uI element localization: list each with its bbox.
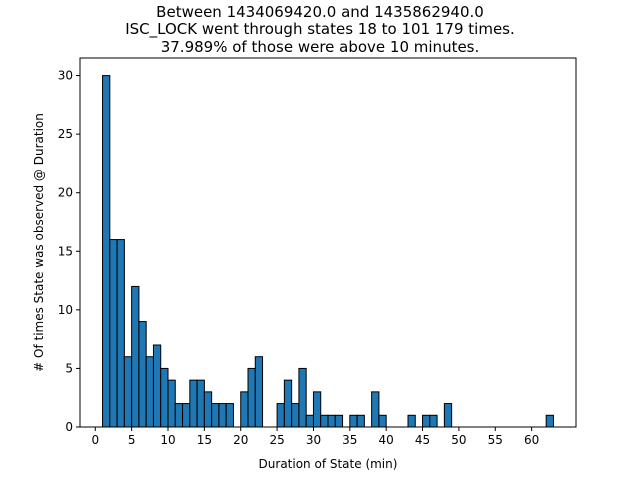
histogram-bar xyxy=(160,367,169,428)
histogram-bar xyxy=(334,414,344,428)
y-tick-label: 30 xyxy=(58,69,73,83)
x-tick-label: 35 xyxy=(342,433,357,447)
x-axis-label: Duration of State (min) xyxy=(259,457,398,471)
y-axis-ticks: 0 5 10 15 20 25 30 xyxy=(58,69,80,434)
plot-frame xyxy=(79,57,577,428)
x-tick-label: 55 xyxy=(488,433,503,447)
x-tick-label: 25 xyxy=(269,433,284,447)
histogram-bar xyxy=(211,403,220,428)
x-tick-label: 0 xyxy=(91,433,99,447)
y-tick-label: 5 xyxy=(65,361,73,375)
histogram-bar xyxy=(349,414,358,428)
chart-title-line-3: 37.989% of those were above 10 minutes. xyxy=(161,38,480,56)
x-tick-label: 60 xyxy=(524,433,539,447)
x-tick-label: 30 xyxy=(306,433,321,447)
histogram-bar xyxy=(276,403,285,428)
histogram-bar xyxy=(109,239,118,428)
chart-title-line-1: Between 1434069420.0 and 1435862940.0 xyxy=(156,3,484,21)
histogram-bar xyxy=(378,414,387,428)
histogram-bar xyxy=(174,403,184,428)
histogram-bar xyxy=(545,414,554,428)
histogram-bar xyxy=(123,356,133,428)
x-tick-label: 15 xyxy=(197,433,212,447)
histogram-bar xyxy=(407,414,416,428)
histogram-bar xyxy=(138,321,147,428)
histogram-bar xyxy=(356,414,365,428)
histogram-bar xyxy=(429,414,438,428)
histogram-bar xyxy=(422,414,431,428)
x-tick-label: 40 xyxy=(379,433,394,447)
x-tick-label: 45 xyxy=(415,433,430,447)
y-tick-label: 15 xyxy=(58,244,73,258)
histogram-bar xyxy=(182,403,191,428)
histogram-bar xyxy=(371,391,380,428)
histogram-bar xyxy=(291,403,300,428)
y-tick-label: 10 xyxy=(58,303,73,317)
histogram-bar xyxy=(305,414,314,428)
histogram-bar xyxy=(225,403,234,428)
histogram-bar xyxy=(247,367,256,428)
y-tick-label: 20 xyxy=(58,186,73,200)
chart-title-line-2: ISC_LOCK went through states 18 to 101 1… xyxy=(125,20,515,39)
x-axis-ticks: 0 5 10 15 20 25 30 35 40 45 50 55 60 xyxy=(91,427,539,447)
histogram-bar xyxy=(240,391,249,428)
x-tick-label: 5 xyxy=(128,433,136,447)
histogram-bar xyxy=(167,379,176,428)
x-tick-label: 50 xyxy=(451,433,466,447)
histogram-bar xyxy=(131,285,140,428)
histogram-bar xyxy=(102,75,111,428)
histogram-bar xyxy=(152,344,162,428)
histogram-bar xyxy=(283,379,293,428)
histogram-bars xyxy=(102,75,554,428)
y-axis-label: # Of times State was observed @ Duration xyxy=(32,113,46,372)
histogram-bar xyxy=(189,379,198,428)
histogram-bar xyxy=(320,414,329,428)
histogram-bar xyxy=(254,356,264,428)
histogram-bar xyxy=(327,414,336,428)
histogram-bar xyxy=(196,379,205,428)
x-tick-label: 10 xyxy=(160,433,175,447)
histogram-bar xyxy=(443,403,453,428)
y-tick-label: 25 xyxy=(58,127,73,141)
histogram-bar xyxy=(218,403,227,428)
y-tick-label: 0 xyxy=(65,420,73,434)
histogram-bar xyxy=(203,391,213,428)
histogram-bar xyxy=(312,391,322,428)
histogram-bar xyxy=(145,356,154,428)
x-tick-label: 20 xyxy=(233,433,248,447)
histogram-bar xyxy=(298,367,307,428)
histogram-bar xyxy=(116,239,125,428)
